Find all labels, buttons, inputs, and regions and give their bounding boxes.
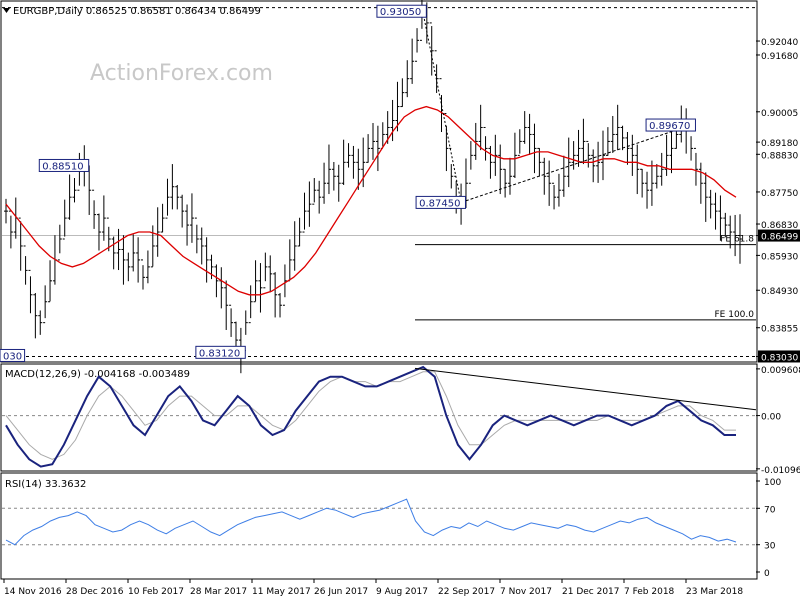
dropdown-triangle-icon[interactable] <box>3 8 10 13</box>
x-axis-label: 7 Feb 2018 <box>624 587 675 597</box>
macd-title: MACD(12,26,9) -0.004168 -0.003489 <box>5 369 190 380</box>
macd-axis-label: 0.00 <box>761 413 781 423</box>
symbol-ohlc-label: EURGBP,Daily 0.86525 0.86581 0.86434 0.8… <box>13 6 261 17</box>
price-label-box <box>645 118 696 132</box>
watermark-text: ActionForex.com <box>90 61 273 86</box>
axes: 0.92040 0.91680 0.90005 0.89180 0.88830 0.877… <box>3 38 800 597</box>
rsi-plot <box>2 498 756 546</box>
rsi-axis-label: 70 <box>764 505 776 515</box>
price-axis-label: 0.83030 <box>761 353 798 363</box>
price-axis-badge <box>758 350 800 363</box>
fib-label: FE 61.8 <box>720 235 754 245</box>
price-axis-label: 0.90005 <box>761 109 798 119</box>
price-axis-label: 0.83855 <box>761 325 798 335</box>
macd-panel <box>0 363 758 472</box>
x-axis-label: 22 Sep 2017 <box>438 587 495 597</box>
rsi-line <box>5 498 737 546</box>
x-axis-label: 28 Dec 2016 <box>66 587 124 597</box>
macd-trend-line <box>414 367 757 411</box>
x-axis-label: 10 Feb 2017 <box>128 587 184 597</box>
fib-label: FE 100.0 <box>715 310 755 320</box>
macd-plot <box>2 365 757 468</box>
price-axis-label: 0.87750 <box>761 189 798 199</box>
x-axis-label: 9 Aug 2017 <box>376 587 428 597</box>
x-axis-label: 11 May 2017 <box>252 587 311 597</box>
price-label-text: 0.89670 <box>649 121 690 132</box>
x-axis-label: 21 Dec 2017 <box>562 587 620 597</box>
price-label-text: 0.88510 <box>42 161 83 172</box>
price-label-box <box>38 158 90 172</box>
price-axis-label: 0.84930 <box>761 287 798 297</box>
price-axis-label: 0.85930 <box>761 252 798 262</box>
macd-axis-label: 0.009608 <box>761 366 800 376</box>
x-axis-label: 26 Jun 2017 <box>314 587 368 597</box>
x-axis-label: 23 Mar 2018 <box>686 587 743 597</box>
price-label-text: 0.83120 <box>199 348 240 359</box>
price-label-box <box>376 4 427 18</box>
price-label-box <box>415 195 466 209</box>
x-axis-label: 28 Mar 2017 <box>190 587 247 597</box>
price-axis-label: 0.89180 <box>761 139 798 149</box>
price-panel <box>0 0 758 363</box>
price-label-text: 0.93050 <box>380 7 421 18</box>
x-axis-label: 14 Nov 2016 <box>4 587 62 597</box>
price-axis-label: 0.86499 <box>761 233 798 243</box>
price-label-text: 0.87450 <box>419 198 460 209</box>
price-label-box <box>0 348 26 362</box>
moving-average-line <box>5 105 737 296</box>
rsi-panel <box>0 472 758 580</box>
rsi-title: RSI(14) 33.3632 <box>5 479 86 490</box>
price-axis-badge <box>758 229 800 242</box>
rsi-axis-label: 30 <box>764 542 776 552</box>
macd-line <box>5 365 736 468</box>
price-label-box <box>195 345 246 359</box>
price-axis-label: 0.86830 <box>761 221 798 231</box>
trend-line <box>460 124 692 203</box>
x-axis-label: 7 Nov 2017 <box>500 587 552 597</box>
rsi-axis-label: 0 <box>764 569 770 579</box>
swing-line <box>421 7 462 203</box>
price-axis-label: 0.91680 <box>761 52 798 62</box>
price-axis-label: 0.92040 <box>761 38 798 48</box>
price-label-text: 030 <box>3 351 22 362</box>
price-plot: FE 61.8 FE 100.0 0.88510 0.83120 0.93050 0.87… <box>0 0 756 374</box>
rsi-axis-label: 100 <box>764 478 781 488</box>
price-axis-label: 0.88830 <box>761 151 798 161</box>
